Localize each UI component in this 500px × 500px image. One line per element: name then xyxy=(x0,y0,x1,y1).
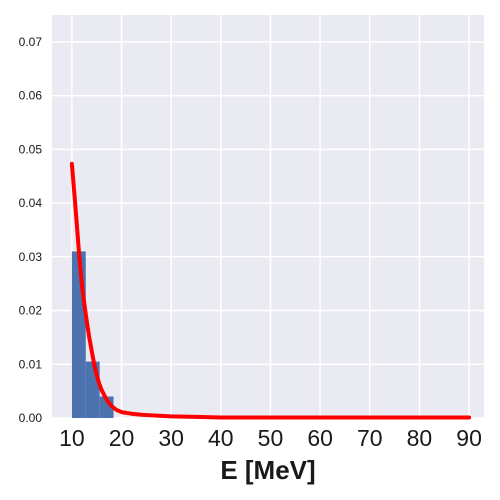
x-tick-label: 40 xyxy=(208,425,234,451)
x-tick-label: 70 xyxy=(357,425,383,451)
y-tick-label: 0.05 xyxy=(19,142,43,156)
x-tick-label: 60 xyxy=(307,425,333,451)
x-tick-label: 20 xyxy=(109,425,135,451)
x-tick-label: 80 xyxy=(407,425,433,451)
y-tick-label: 0.00 xyxy=(19,411,43,425)
y-tick-labels: 0.00 0.01 0.02 0.03 0.04 0.05 0.06 0.07 xyxy=(19,35,43,425)
y-tick-label: 0.02 xyxy=(19,304,43,318)
x-tick-label: 30 xyxy=(158,425,184,451)
x-tick-labels: 10 20 30 40 50 60 70 80 90 xyxy=(59,425,482,451)
fit-curve xyxy=(69,161,472,420)
y-tick-label: 0.03 xyxy=(19,250,43,264)
x-tick-label: 90 xyxy=(456,425,482,451)
x-tick-label: 10 xyxy=(59,425,85,451)
x-tick-label: 50 xyxy=(258,425,284,451)
y-tick-label: 0.07 xyxy=(19,35,43,49)
y-tick-label: 0.01 xyxy=(19,357,43,371)
histogram-bar xyxy=(71,251,86,418)
fit-curve-layer xyxy=(69,161,472,420)
plot-background xyxy=(52,15,484,418)
y-tick-label: 0.06 xyxy=(19,89,43,103)
x-axis-label: E [MeV] xyxy=(220,455,315,485)
y-tick-label: 0.04 xyxy=(19,196,43,210)
